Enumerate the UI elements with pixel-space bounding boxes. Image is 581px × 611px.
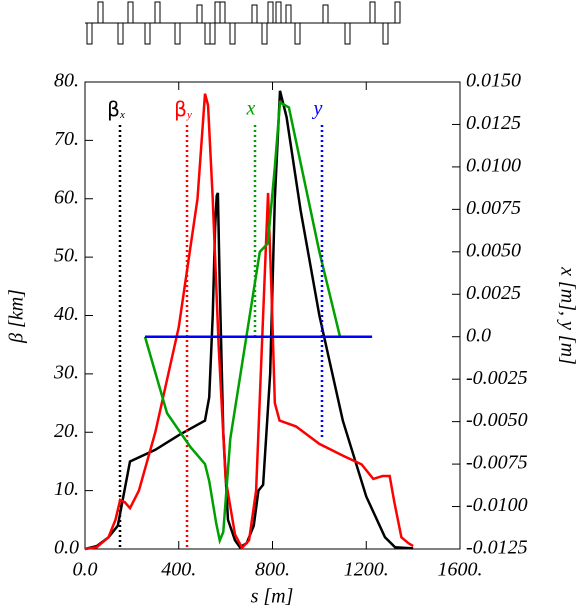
legend-label-main: β xyxy=(174,97,187,121)
y-axis-label: β [km] xyxy=(6,289,28,344)
legend-label: y xyxy=(312,98,323,120)
series-line xyxy=(84,90,414,551)
y2-tick-label: -0.0100 xyxy=(466,494,528,516)
x-axis-label: s [m] xyxy=(251,586,294,608)
y2-tick-label: -0.0050 xyxy=(466,409,528,431)
x-tick-label: 1600. xyxy=(438,559,483,581)
y2-tick-label: -0.0125 xyxy=(466,537,528,559)
y2-tick-label: -0.0025 xyxy=(466,367,528,389)
y-tick-label: 20. xyxy=(54,420,79,442)
legend-label-sub: y xyxy=(186,109,192,121)
y2-tick-label: 0.0075 xyxy=(466,197,521,219)
y-tick-label: 30. xyxy=(53,361,79,383)
x-tick-label: 800. xyxy=(255,559,290,581)
y-tick-label: 40. xyxy=(54,303,79,325)
y-tick-label: 50. xyxy=(54,245,79,267)
y2-tick-label: 0.0150 xyxy=(466,70,521,92)
y2-tick-label: 0.0100 xyxy=(466,155,521,177)
x-tick-label: 1200. xyxy=(344,559,389,581)
y2-tick-label: 0.0125 xyxy=(466,112,521,134)
y2-tick-label: 0.0050 xyxy=(466,239,521,261)
y-tick-label: 80. xyxy=(54,70,79,92)
y2-tick-label: 0.0025 xyxy=(466,282,521,304)
legend-label-sub: x xyxy=(119,109,125,121)
lattice-diagram xyxy=(85,1,401,45)
y-tick-label: 60. xyxy=(54,186,79,208)
y-tick-label: 10. xyxy=(54,478,79,500)
legend-label: βy xyxy=(174,97,192,121)
y2-tick-label: 0.0 xyxy=(466,324,491,346)
legend-label-main: β xyxy=(107,97,120,121)
x-tick-label: 400. xyxy=(161,559,196,581)
y-tick-label: 0.0 xyxy=(54,537,79,559)
y2-axis-label: x [m], y [m] xyxy=(556,266,578,365)
y-tick-label: 70. xyxy=(54,128,79,150)
legend-label: βx xyxy=(107,97,125,121)
y2-tick-label: -0.0075 xyxy=(466,452,528,474)
series-line xyxy=(143,100,350,545)
x-tick-label: 0.0 xyxy=(73,559,98,581)
series-line xyxy=(84,93,414,551)
legend-label: x xyxy=(246,98,256,120)
